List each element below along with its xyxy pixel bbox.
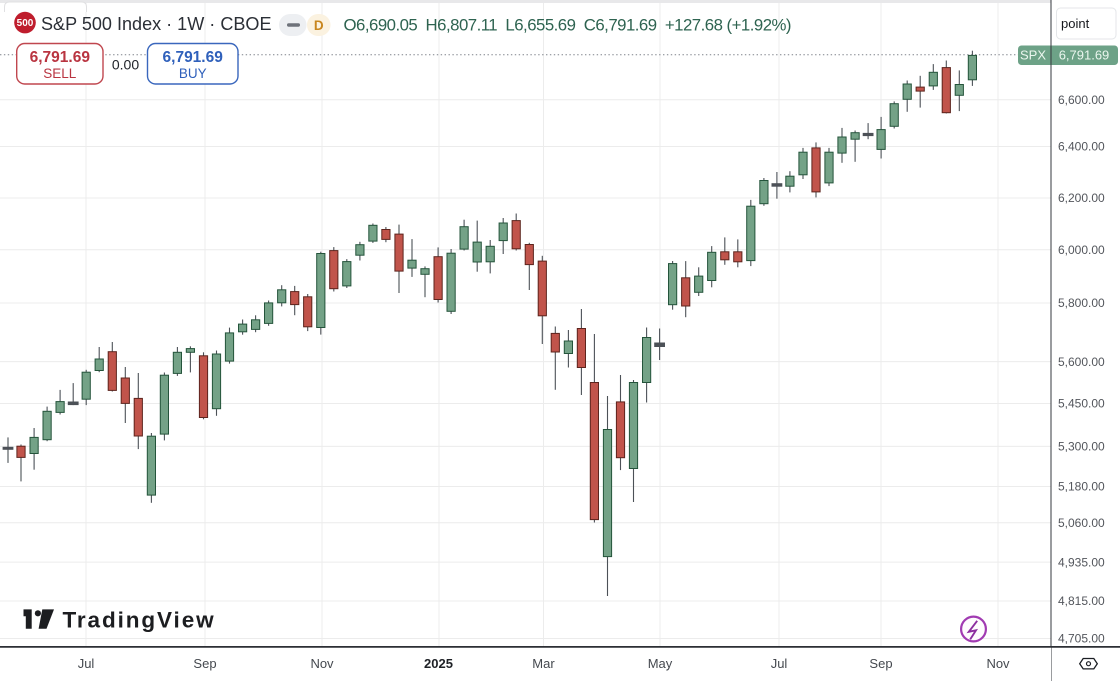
svg-text:Nov: Nov — [986, 656, 1010, 671]
svg-text:5,450.00: 5,450.00 — [1058, 397, 1105, 411]
svg-text:Sep: Sep — [193, 656, 216, 671]
svg-text:6,200.00: 6,200.00 — [1058, 191, 1105, 205]
svg-text:point: point — [1061, 16, 1090, 31]
svg-text:6,400.00: 6,400.00 — [1058, 140, 1105, 154]
svg-text:5,300.00: 5,300.00 — [1058, 440, 1105, 454]
svg-text:May: May — [648, 656, 673, 671]
svg-text:O6,690.05 H6,807.11 L6,655.6: O6,690.05 H6,807.11 L6,655.69 C6,791.69 … — [344, 16, 792, 35]
svg-text:6,791.69: 6,791.69 — [1059, 48, 1110, 63]
svg-text:Jul: Jul — [771, 656, 788, 671]
svg-text:2025: 2025 — [424, 656, 453, 671]
svg-text:TradingView: TradingView — [63, 608, 216, 633]
svg-text:6,791.69: 6,791.69 — [30, 49, 91, 66]
svg-text:4,815.00: 4,815.00 — [1058, 594, 1105, 608]
svg-text:Mar: Mar — [532, 656, 555, 671]
svg-text:5,060.00: 5,060.00 — [1058, 516, 1105, 530]
svg-text:BUY: BUY — [179, 66, 207, 81]
svg-text:6,791.69: 6,791.69 — [163, 49, 224, 66]
svg-text:0.00: 0.00 — [112, 56, 139, 72]
svg-text:Nov: Nov — [310, 656, 334, 671]
svg-text:6,600.00: 6,600.00 — [1058, 93, 1105, 107]
svg-text:5,600.00: 5,600.00 — [1058, 355, 1105, 369]
svg-text:4,935.00: 4,935.00 — [1058, 555, 1105, 569]
svg-text:SPX: SPX — [1020, 48, 1046, 63]
svg-text:500: 500 — [17, 18, 34, 29]
svg-text:5,180.00: 5,180.00 — [1058, 480, 1105, 494]
svg-text:SELL: SELL — [43, 66, 77, 81]
svg-text:Sep: Sep — [869, 656, 892, 671]
svg-text:D: D — [314, 18, 324, 33]
svg-text:6,000.00: 6,000.00 — [1058, 243, 1105, 257]
svg-text:S&P 500 Index · 1W · CBOE: S&P 500 Index · 1W · CBOE — [41, 13, 272, 34]
svg-text:4,705.00: 4,705.00 — [1058, 632, 1105, 646]
svg-text:5,800.00: 5,800.00 — [1058, 296, 1105, 310]
svg-text:Jul: Jul — [78, 656, 95, 671]
